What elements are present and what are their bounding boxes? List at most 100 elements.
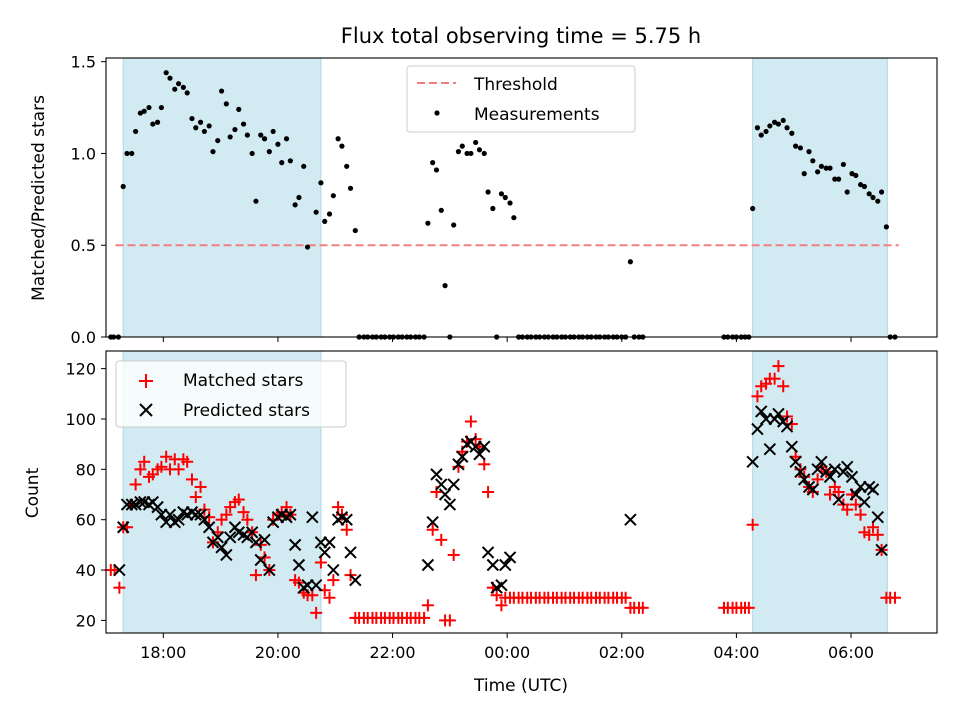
matched-star-point [327, 574, 340, 587]
matched-star-point [742, 601, 755, 614]
observing-window-shading [122, 57, 888, 338]
predicted-star-point [151, 500, 164, 514]
measurement-point [184, 90, 190, 96]
measurement-point [236, 106, 242, 112]
measurement-point [507, 200, 513, 206]
measurement-point [244, 132, 250, 138]
predicted-star-point [763, 442, 777, 456]
measurement-point [485, 189, 491, 195]
measurement-point [218, 88, 225, 94]
matched-star-point [636, 601, 649, 614]
measurement-point [146, 104, 152, 111]
predicted-star-point [780, 420, 794, 433]
predicted-star-point [456, 450, 469, 463]
measurement-point [296, 194, 302, 201]
matched-star-point [237, 506, 250, 519]
measurement-point [227, 134, 233, 140]
measurement-point [442, 283, 448, 289]
shaded-region-2 [752, 57, 888, 338]
legend-matched-swatch [139, 374, 153, 388]
measurement-point [270, 128, 276, 135]
measurement-point [210, 149, 216, 155]
measurement-point [313, 209, 319, 215]
measurement-point [844, 189, 850, 195]
measurement-point [266, 149, 272, 155]
measurement-point [789, 130, 795, 136]
x-tick-label: 20:00 [255, 643, 301, 662]
predicted-star-point [349, 573, 362, 587]
matched-star-point [854, 508, 867, 521]
predicted-star-point [113, 563, 126, 577]
predicted-star-point [323, 536, 336, 549]
predicted-star-point [473, 448, 486, 461]
matched-star-point [464, 415, 477, 428]
matched-star-point [129, 478, 142, 491]
predicted-star-point [125, 498, 138, 511]
measurement-point [459, 143, 465, 149]
measurement-point [253, 198, 259, 204]
y-tick-label: 20 [76, 611, 96, 630]
measurement-point [322, 218, 328, 224]
measurement-point [141, 108, 147, 114]
predicted-star-point [438, 488, 452, 501]
top-legend-box [406, 65, 636, 133]
measurement-point [836, 176, 842, 182]
predicted-star-point [841, 460, 854, 474]
measurement-point [861, 183, 868, 190]
measurement-point [304, 244, 311, 250]
x-tick-label: 06:00 [828, 643, 874, 662]
predicted-star-point [811, 463, 824, 476]
measurement-point [498, 191, 505, 197]
y-tick-label: 80 [76, 460, 96, 479]
predicted-star-point [223, 531, 237, 544]
predicted-star-point [426, 516, 439, 529]
matched-star-point [220, 508, 233, 521]
measurement-point [215, 137, 221, 144]
predicted-star-point [798, 473, 811, 486]
matched-star-point [751, 390, 764, 403]
measurement-point [154, 119, 161, 125]
y-tick-label: 40 [76, 561, 96, 580]
matched-star-point [746, 518, 759, 531]
legend-matched-label: Matched stars [183, 371, 303, 391]
predicted-star-point [172, 513, 185, 526]
predicted-star-point [751, 422, 764, 436]
measurement-point [240, 121, 247, 127]
x-axis-label: Time (UTC) [473, 676, 568, 696]
measurement-point [481, 150, 487, 157]
predicted-star-point [202, 521, 216, 534]
predicted-star-point [318, 546, 331, 559]
matched-star-point [777, 380, 790, 393]
measurement-point [511, 215, 517, 221]
measurement-point [767, 123, 773, 129]
top-legend: Threshold Measurements [406, 65, 636, 133]
matched-star-point [241, 513, 254, 526]
measurement-point [476, 147, 483, 153]
predicted-star-point [746, 455, 759, 468]
predicted-star-point [211, 531, 224, 544]
matched-star-point [155, 460, 168, 473]
predicted-star-point [815, 455, 828, 468]
bottom-x-ticks: 18:00 20:00 22:00 00:00 02:00 04:00 06:00 [140, 633, 874, 662]
predicted-star-point [198, 513, 211, 526]
predicted-star-point [806, 483, 820, 496]
x-tick-label: 00:00 [484, 643, 530, 662]
predicted-star-point [220, 548, 233, 562]
measurement-point [206, 123, 212, 129]
x-tick-label: 22:00 [369, 643, 415, 662]
measurement-point [784, 125, 790, 131]
predicted-star-point [309, 578, 323, 592]
matched-star-point [181, 455, 194, 468]
measurement-point [232, 126, 238, 133]
measurement-point [197, 119, 204, 125]
measurement-point [326, 211, 333, 217]
measurement-point [473, 139, 479, 146]
predicted-star-point [785, 440, 799, 453]
predicted-star-point [163, 508, 177, 521]
measurement-point [335, 136, 341, 142]
matched-star-point [768, 372, 781, 385]
measurement-point [883, 224, 889, 230]
matched-star-point [849, 498, 862, 511]
predicted-star-point [249, 536, 263, 549]
matched-star-point [619, 591, 632, 604]
